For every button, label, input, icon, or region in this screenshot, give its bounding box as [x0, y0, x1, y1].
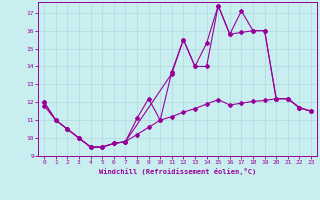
X-axis label: Windchill (Refroidissement éolien,°C): Windchill (Refroidissement éolien,°C) — [99, 168, 256, 175]
